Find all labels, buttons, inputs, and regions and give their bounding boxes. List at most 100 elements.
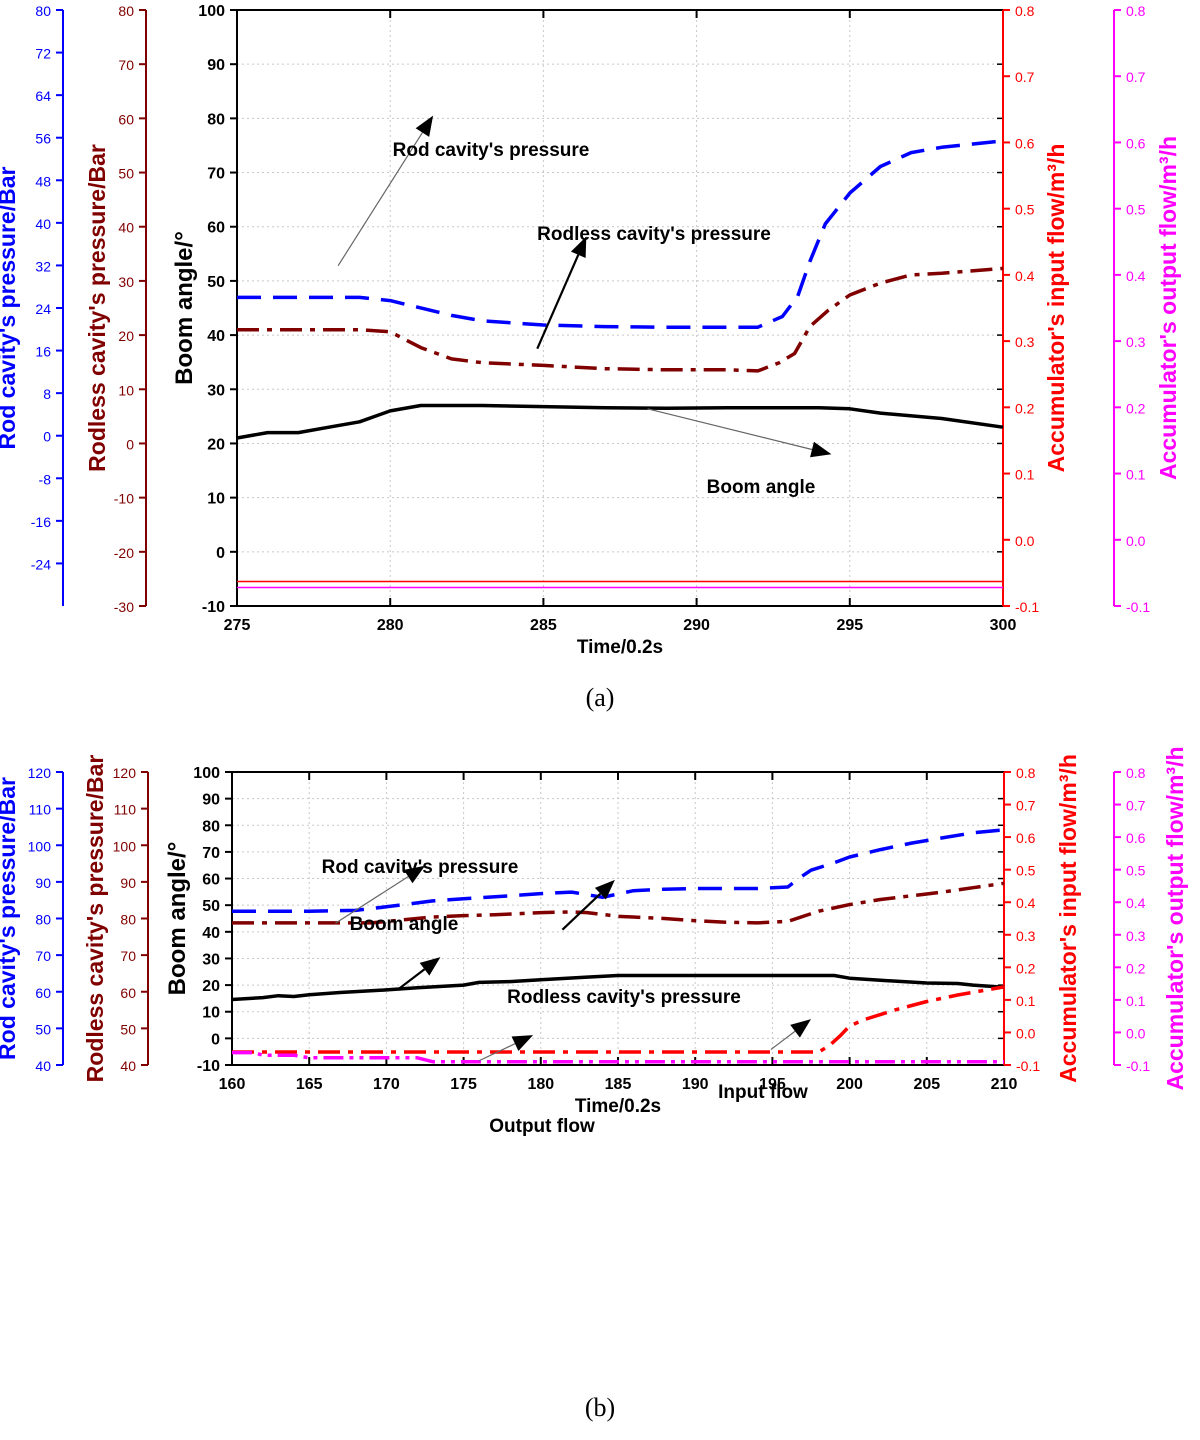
input-tick-label: 0.7 xyxy=(1016,798,1036,814)
boom-tick-label: 40 xyxy=(207,328,225,345)
input-tick-label: 0.8 xyxy=(1015,3,1035,19)
boom-tick-label: 60 xyxy=(202,872,220,889)
rod-tick-label: 80 xyxy=(35,912,51,928)
boom-tick-label: -10 xyxy=(202,599,225,616)
boom-tick-label: 90 xyxy=(207,57,225,74)
boom-axis-label: Boom angle/° xyxy=(171,231,198,385)
input-tick-label: 0.6 xyxy=(1015,135,1035,151)
annotation-arrow-line xyxy=(770,1030,796,1051)
annotation-arrow-head xyxy=(511,1035,534,1051)
output-tick-label: 0.3 xyxy=(1126,928,1146,944)
rod-axis-label: Rod cavity's pressure/Bar xyxy=(0,167,20,450)
annotation-label: Rodless cavity's pressure xyxy=(507,987,741,1008)
series-line-input xyxy=(232,985,1005,1054)
rod-tick-label: 16 xyxy=(35,344,51,360)
boom-tick-label: 100 xyxy=(198,3,225,20)
rodless-tick-label: 40 xyxy=(120,1058,136,1074)
rodless-tick-label: 60 xyxy=(120,985,136,1001)
input-tick-label: 0.2 xyxy=(1015,400,1035,416)
output-tick-label: -0.1 xyxy=(1126,1058,1150,1074)
rodless-tick-label: 40 xyxy=(118,220,134,236)
x-tick-label: 205 xyxy=(913,1076,940,1093)
rod-tick-label: 120 xyxy=(28,765,52,781)
x-tick-label: 295 xyxy=(836,617,863,634)
x-tick-label: 195 xyxy=(759,1076,786,1093)
rod-tick-label: 60 xyxy=(35,985,51,1001)
output-tick-label: -0.1 xyxy=(1126,599,1150,615)
output-tick-label: 0.7 xyxy=(1126,69,1146,85)
output-tick-label: 0.8 xyxy=(1126,3,1146,19)
chart-a-svg: 275 280 285 290 295 300Time/0.2s-24-16-808162… xyxy=(0,3,1181,658)
annotation-arrow-head xyxy=(810,441,832,458)
output-tick-label: 0.5 xyxy=(1126,202,1146,218)
boom-axis-label: Boom angle/° xyxy=(164,842,191,996)
rod-tick-label: 0 xyxy=(43,429,51,445)
series-line-boom xyxy=(236,403,1004,440)
rod-axis-label: Rod cavity's pressure/Bar xyxy=(0,777,20,1060)
rodless-axis-label: Rodless cavity's pressure/Bar xyxy=(82,755,108,1083)
output-tick-label: 0.4 xyxy=(1126,268,1146,284)
input-axis-label: Accumulator's input flow/m³/h xyxy=(1043,144,1069,473)
x-tick-label: 165 xyxy=(296,1076,323,1093)
rodless-tick-label: 80 xyxy=(118,3,134,19)
x-tick-label: 300 xyxy=(990,617,1017,634)
x-tick-label: 200 xyxy=(836,1076,863,1093)
rod-tick-label: 56 xyxy=(35,131,51,147)
output-tick-label: 0.0 xyxy=(1126,1025,1146,1041)
output-tick-label: 0.6 xyxy=(1126,830,1146,846)
x-tick-label: 160 xyxy=(219,1076,246,1093)
rod-tick-label: 90 xyxy=(35,875,51,891)
annotation-arrow-line xyxy=(337,132,423,267)
boom-tick-label: 100 xyxy=(193,765,220,782)
rod-tick-label: 48 xyxy=(35,173,51,189)
x-tick-label: 185 xyxy=(605,1076,632,1093)
output-tick-label: 0.1 xyxy=(1126,467,1146,483)
input-tick-label: 0.5 xyxy=(1015,202,1035,218)
x-tick-label: 210 xyxy=(991,1076,1018,1093)
input-tick-label: 0.1 xyxy=(1015,467,1035,483)
x-tick-label: 285 xyxy=(530,617,557,634)
input-tick-label: 0.8 xyxy=(1016,765,1036,781)
series-line-boom xyxy=(231,973,1005,1002)
rodless-tick-label: 90 xyxy=(120,875,136,891)
rodless-tick-label: -20 xyxy=(114,545,134,561)
boom-tick-label: 0 xyxy=(216,545,225,562)
annotation-arrow-head xyxy=(419,957,441,976)
annotation-label: Rod cavity's pressure xyxy=(322,857,519,878)
rod-tick-label: 24 xyxy=(35,301,51,317)
output-tick-label: 0.2 xyxy=(1126,400,1146,416)
input-tick-label: 0.3 xyxy=(1016,928,1036,944)
rodless-tick-label: 50 xyxy=(118,166,134,182)
boom-tick-label: 40 xyxy=(202,925,220,942)
x-tick-label: 175 xyxy=(450,1076,477,1093)
output-axis-label: Accumulator's output flow/m³/h xyxy=(1162,746,1188,1090)
chart-b-svg: 160 165 170 175 180 185 190 195 200 205 210Time/0.… xyxy=(0,746,1188,1137)
rodless-tick-label: 60 xyxy=(118,111,134,127)
rod-tick-label: 64 xyxy=(35,88,51,104)
boom-tick-label: 10 xyxy=(202,1005,220,1022)
series-line-output xyxy=(232,1050,1004,1064)
x-tick-label: 190 xyxy=(682,1076,709,1093)
boom-tick-label: 10 xyxy=(207,491,225,508)
rodless-tick-label: 30 xyxy=(118,274,134,290)
x-tick-label: 180 xyxy=(527,1076,554,1093)
output-tick-label: 0.8 xyxy=(1126,765,1146,781)
boom-tick-label: 50 xyxy=(202,898,220,915)
x-tick-label: 280 xyxy=(377,617,404,634)
rodless-tick-label: -10 xyxy=(114,491,134,507)
output-tick-label: 0.1 xyxy=(1126,993,1146,1009)
x-tick-label: 170 xyxy=(373,1076,400,1093)
boom-tick-label: 70 xyxy=(207,166,225,183)
output-tick-label: 0.0 xyxy=(1126,533,1146,549)
input-tick-label: 0.0 xyxy=(1015,533,1035,549)
rodless-tick-label: 110 xyxy=(114,802,137,818)
annotation-label: Rodless cavity's pressure xyxy=(537,224,771,245)
annotation-label: Boom angle xyxy=(707,477,816,498)
rod-tick-label: 8 xyxy=(43,386,51,402)
rod-tick-label: 40 xyxy=(35,1058,51,1074)
output-tick-label: 0.3 xyxy=(1126,334,1146,350)
output-tick-label: 0.6 xyxy=(1126,135,1146,151)
rodless-tick-label: 20 xyxy=(118,328,134,344)
boom-tick-label: 70 xyxy=(202,845,220,862)
rod-tick-label: -8 xyxy=(39,471,52,487)
